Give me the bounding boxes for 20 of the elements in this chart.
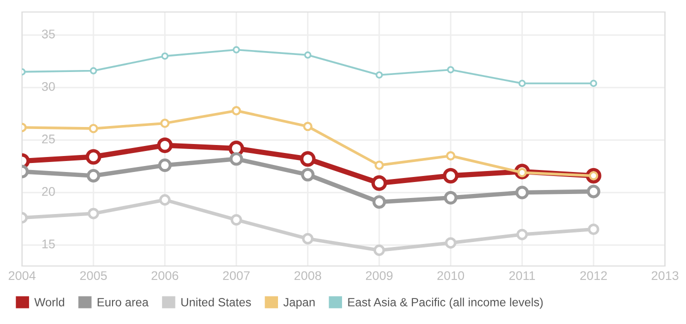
y-tick-label: 30	[42, 82, 55, 91]
legend-label: Japan	[283, 298, 315, 309]
x-tick-label: 2012	[580, 271, 607, 280]
y-tick-label: 35	[42, 30, 55, 38]
x-tick-label: 2010	[437, 271, 464, 280]
x-tick-label: 2004	[8, 271, 36, 280]
x-tick-label: 2006	[152, 271, 178, 280]
legend-label: World	[34, 298, 64, 306]
legend-label: Euro area	[98, 298, 149, 306]
y-tick-label: 15	[42, 240, 55, 248]
x-tick-label: 2011	[509, 271, 535, 280]
x-tick-label: 2013	[652, 271, 678, 280]
x-tick-label: 2005	[80, 271, 107, 280]
y-tick-label: 25	[42, 134, 55, 144]
x-tick-label: 2007	[223, 271, 250, 280]
legend-label: East Asia & Pacific (all income levels)	[348, 298, 543, 309]
y-tick-label: 20	[42, 187, 55, 196]
x-tick-label: 2009	[366, 271, 393, 280]
legend-label: United States	[181, 298, 251, 306]
x-tick-label: 2008	[294, 271, 322, 280]
